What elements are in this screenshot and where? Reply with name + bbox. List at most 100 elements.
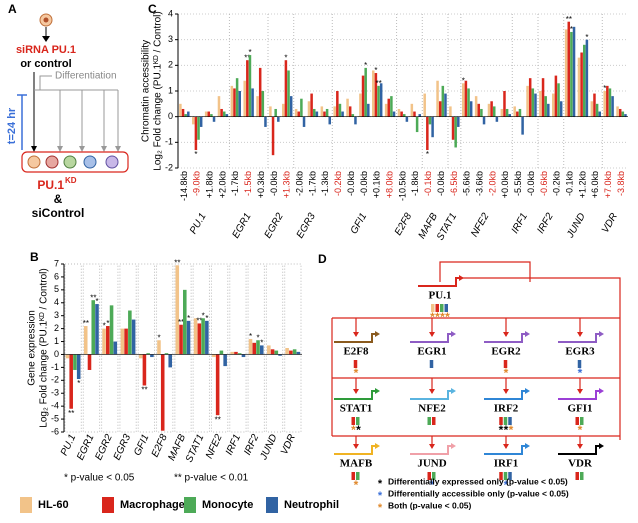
x-tick-label: +6.0kb [590,171,600,198]
group-label: IRF1 [510,211,530,235]
evidence-box [499,472,503,480]
x-tick-label: -0.0kb [346,171,356,196]
gene-node: NFE2 [418,403,446,415]
bar [201,318,205,355]
edge-arrow [429,389,435,394]
bar [248,55,252,117]
bar [621,111,625,117]
gene-node: PU.1 [429,290,452,302]
bar [477,103,481,117]
significance: ** [178,318,184,327]
bar [570,31,573,117]
bar [300,98,303,117]
arrowheads [57,146,121,152]
edge-arrow [503,389,509,394]
x-tick-label: EGR3 [112,432,134,462]
significance: * [257,333,260,342]
bar [207,111,211,117]
y-tick-label: 0 [168,111,173,121]
bar [418,114,421,117]
legend-label: Neutrophil [284,499,339,511]
bar [217,96,221,117]
legend-swatch [184,497,196,513]
bar [438,101,442,117]
bar [474,96,478,117]
bar [603,91,606,117]
bar [508,114,511,117]
significance: * [106,319,109,328]
evidence-box [580,417,584,425]
bar [223,111,226,117]
promoter-head [375,388,380,394]
bar [278,354,282,356]
bar [374,73,378,117]
bar [261,91,265,117]
bar [464,80,468,117]
gene-node: MAFB [340,458,373,470]
bar [146,353,150,355]
bar [526,85,529,117]
branch [34,75,52,91]
bar [246,60,249,117]
significance: * [462,76,465,85]
promoter [410,333,452,343]
bar [215,354,220,416]
significance: ** [244,53,250,62]
significance: * [260,339,263,348]
bar [359,93,362,117]
bar [199,116,203,127]
evidence-box [503,472,508,480]
bar [83,326,88,355]
x-tick-label: -0.2kb [552,171,562,196]
category-box [156,263,174,433]
bar [451,116,455,140]
edge-arrow [577,332,583,337]
x-tick-label: -1.5kb [243,171,253,196]
promoter-head [525,388,530,394]
legend-label: Macrophage [120,499,185,511]
x-tick-label: -5.6kb [462,171,472,196]
significance: ** [68,409,74,418]
bar [608,88,612,117]
gene-node: JUND [417,458,446,470]
bar [513,106,516,117]
significance: * [77,379,80,388]
node-star: * [440,310,445,324]
edge-arrow [429,444,435,449]
x-tick-label: -9.0kb [192,171,202,196]
bar [274,108,277,117]
bar [323,111,326,117]
bar [120,328,125,355]
x-tick-label: JUND [258,433,280,463]
promoter [410,445,452,455]
bar [164,353,169,355]
significance: ** [141,386,147,395]
bar [554,75,558,117]
bar [277,116,280,122]
bar [503,91,506,117]
y-tick-label: 1 [168,85,173,95]
promoter [484,333,526,343]
x-tick-label: NFE2 [204,432,225,460]
significance: * [96,297,99,306]
group-label: EGR2 [263,211,286,240]
bar [585,39,589,117]
cells-row [21,151,129,173]
promoter [558,390,600,400]
evidence-box [353,360,358,368]
category-box [210,263,229,433]
bar [258,67,262,117]
bar [441,85,445,117]
x-tick-label: -1.3kb [320,171,330,196]
evidence-box [427,472,431,480]
bar [541,78,545,117]
x-tick-label: -5.5kb [513,171,523,196]
evidence-box [503,360,508,368]
node-star: * [578,366,583,380]
bar [194,116,198,151]
bar [91,300,96,355]
bar [505,108,509,117]
bar [150,354,154,358]
edge-arrow [503,332,509,337]
bar [469,101,473,117]
